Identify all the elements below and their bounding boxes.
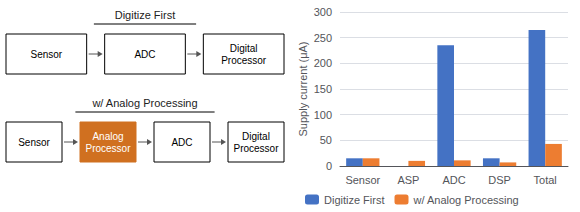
svg-text:Sensor: Sensor <box>30 49 62 60</box>
svg-text:Total: Total <box>534 174 557 186</box>
svg-text:Analog: Analog <box>92 131 123 142</box>
svg-text:300: 300 <box>314 6 332 18</box>
svg-text:ADC: ADC <box>134 49 155 60</box>
svg-text:w/ Analog Processing: w/ Analog Processing <box>413 194 519 206</box>
svg-text:0: 0 <box>326 160 332 172</box>
svg-text:Processor: Processor <box>233 143 279 154</box>
svg-text:Sensor: Sensor <box>345 174 380 186</box>
svg-text:100: 100 <box>314 109 332 121</box>
svg-text:Sensor: Sensor <box>18 137 50 148</box>
svg-text:Digital: Digital <box>230 43 258 54</box>
svg-text:ADC: ADC <box>171 137 192 148</box>
svg-text:250: 250 <box>314 32 332 44</box>
svg-text:DSP: DSP <box>488 174 511 186</box>
svg-text:Processor: Processor <box>221 55 267 66</box>
svg-text:200: 200 <box>314 57 332 69</box>
svg-text:ADC: ADC <box>442 174 465 186</box>
svg-text:50: 50 <box>320 134 332 146</box>
svg-text:Digitize First: Digitize First <box>115 9 176 21</box>
svg-text:Supply current (μA): Supply current (μA) <box>297 42 309 137</box>
svg-text:Digital: Digital <box>242 131 270 142</box>
svg-text:w/ Analog Processing: w/ Analog Processing <box>91 97 197 109</box>
svg-text:Digitize First: Digitize First <box>324 194 385 206</box>
svg-text:Processor: Processor <box>85 143 131 154</box>
svg-text:ASP: ASP <box>397 174 419 186</box>
svg-text:150: 150 <box>314 83 332 95</box>
